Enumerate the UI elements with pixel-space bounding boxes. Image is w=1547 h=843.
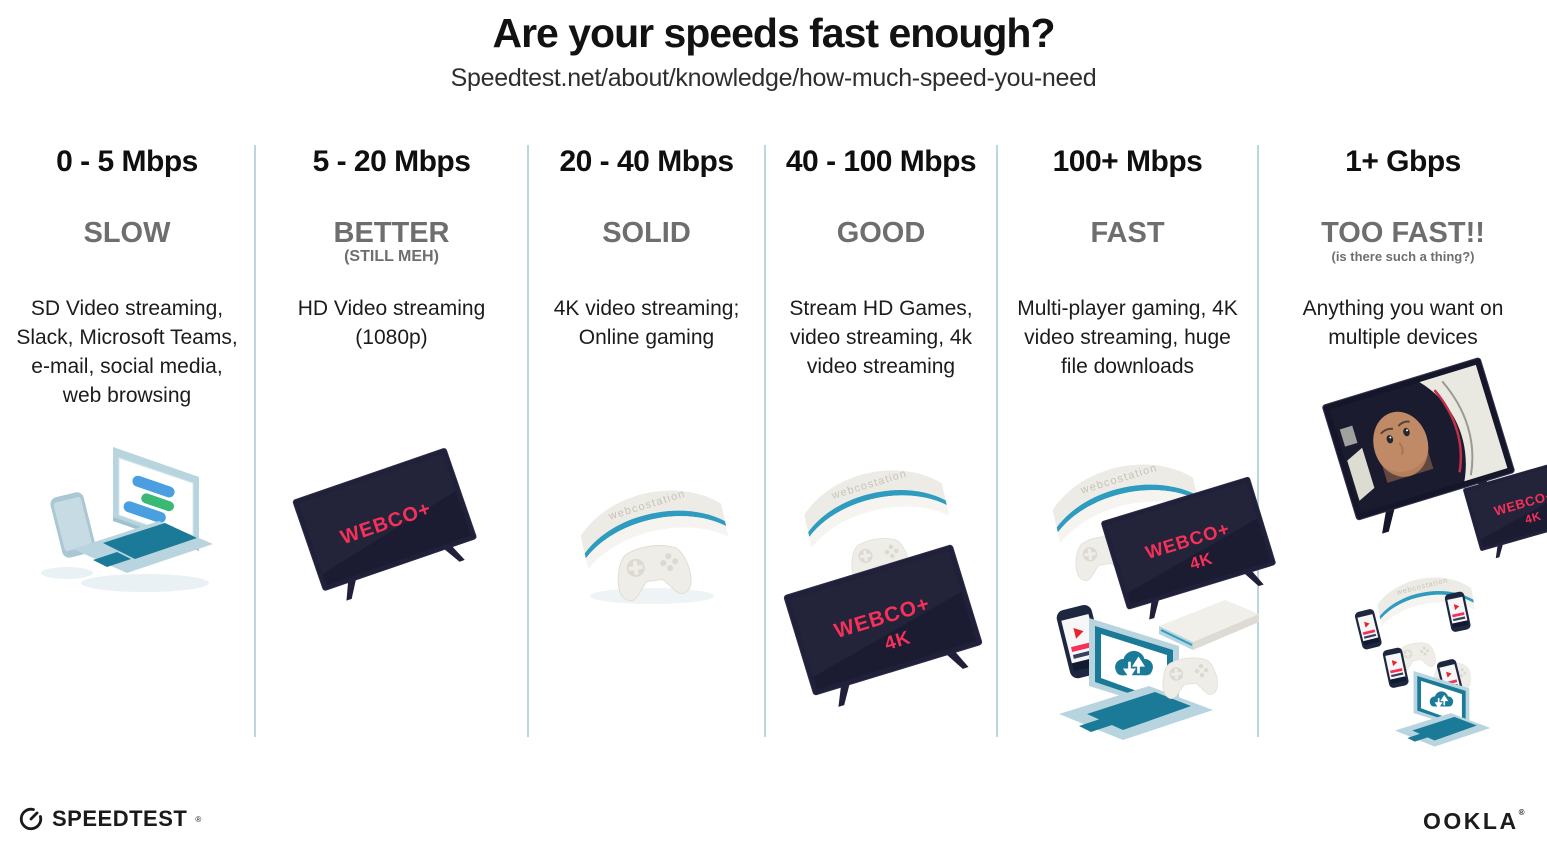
speed-range: 100+ Mbps xyxy=(1052,145,1203,178)
ookla-logo: OOKLA® xyxy=(1423,808,1527,835)
speedtest-logo: SPEEDTEST ® xyxy=(18,806,201,832)
use-cases: SD Video streaming, Slack, Microsoft Tea… xyxy=(16,297,238,407)
speed-column-1-plus-gbps: 1+ Gbps TOO FAST!! (is there such a thin… xyxy=(1259,145,1547,748)
chat-bubbles-icon xyxy=(123,475,175,523)
hd-tv-icon: WEBCO+ xyxy=(291,447,483,622)
use-cases: Multi-player gaming, 4K video streaming,… xyxy=(1017,297,1238,378)
movie-tv-icon xyxy=(1322,357,1515,534)
console-and-4k-tv-icon: webcostation WEBCO+ 4K xyxy=(781,440,989,714)
speed-columns: 0 - 5 Mbps SLOW SD Video streaming, Slac… xyxy=(0,145,1547,748)
game-console-slab-icon xyxy=(1157,599,1260,651)
speed-rating: TOO FAST!! xyxy=(1321,217,1485,249)
speed-rating: SOLID xyxy=(602,217,691,249)
ookla-wordmark: OOKLA xyxy=(1423,808,1519,834)
speed-column-20-40-mbps: 20 - 40 Mbps SOLID 4K video streaming; O… xyxy=(529,145,766,737)
device-collection-icon: WEBCO+ 4K webcostation xyxy=(1278,357,1547,773)
speed-rating: GOOD xyxy=(836,217,926,249)
tv-4k-icon: WEBCO+ 4K xyxy=(1100,476,1281,626)
speed-column-40-100-mbps: 40 - 100 Mbps GOOD Stream HD Games, vide… xyxy=(766,145,998,737)
astronaut-face-image xyxy=(1329,364,1508,513)
ookla-trademark: ® xyxy=(1518,808,1527,817)
speed-range: 40 - 100 Mbps xyxy=(785,145,977,178)
rating-note: (is there such a thing?) xyxy=(1331,249,1475,264)
game-console-icon: webcostation xyxy=(557,450,737,610)
use-cases: 4K video streaming; Online gaming xyxy=(553,297,740,349)
use-cases: Anything you want on multiple devices xyxy=(1302,297,1504,349)
laptop-download-icon xyxy=(1394,670,1492,748)
tv-4k-icon: WEBCO+ 4K xyxy=(1462,458,1547,563)
laptop-and-smartphone-icon xyxy=(27,431,227,606)
multi-device-icon: webcostation WEBCO+ 4K xyxy=(1013,438,1281,773)
console-icon: webcostation xyxy=(798,457,950,548)
use-cases: Stream HD Games, video streaming, 4k vid… xyxy=(789,297,973,378)
tv-icon: WEBCO+ xyxy=(291,447,483,608)
speed-range: 5 - 20 Mbps xyxy=(312,145,471,178)
laptop-icon xyxy=(73,447,213,573)
speed-rating: BETTER xyxy=(333,217,450,249)
speed-column-5-20-mbps: 5 - 20 Mbps BETTER (STILL MEH) HD Video … xyxy=(256,145,529,737)
smartphone-icon xyxy=(50,492,96,558)
tv-4k-icon: WEBCO+ 4K xyxy=(783,544,989,714)
speedometer-icon xyxy=(19,807,43,831)
speed-range: 1+ Gbps xyxy=(1345,145,1461,178)
speed-column-0-5-mbps: 0 - 5 Mbps SLOW SD Video streaming, Slac… xyxy=(0,145,256,737)
use-cases: HD Video streaming (1080p) xyxy=(297,297,486,349)
speedtest-trademark: ® xyxy=(195,814,202,824)
source-url: Speedtest.net/about/knowledge/how-much-s… xyxy=(450,64,1097,92)
speed-rating: FAST xyxy=(1090,217,1165,249)
rating-note: (STILL MEH) xyxy=(344,248,439,265)
video-phone-icon xyxy=(1354,608,1383,651)
page-title: Are your speeds fast enough? xyxy=(492,10,1055,56)
speed-rating: SLOW xyxy=(83,217,171,249)
speed-column-100-plus-mbps: 100+ Mbps FAST Multi-player gaming, 4K v… xyxy=(998,145,1281,742)
speedtest-wordmark: SPEEDTEST xyxy=(52,806,188,831)
tv-resolution-label: 4K xyxy=(1524,510,1543,527)
speed-range: 0 - 5 Mbps xyxy=(56,145,198,178)
speed-range: 20 - 40 Mbps xyxy=(559,145,734,178)
